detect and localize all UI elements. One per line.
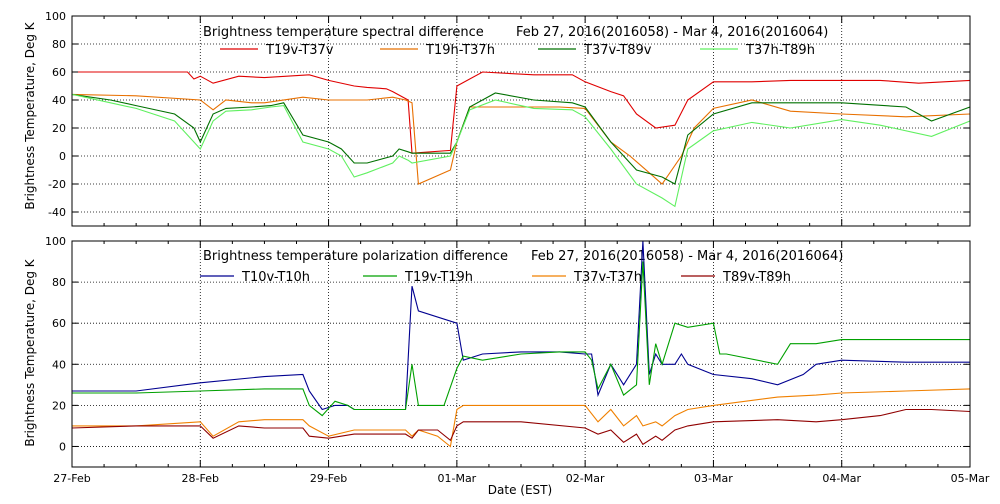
bottom-series-line-4 [71, 408, 971, 446]
bottom-y-tick-label: 0 [59, 440, 66, 453]
bottom-y-tick-label: 100 [45, 235, 66, 248]
top-y-tick-label: 0 [59, 150, 66, 163]
top-series-line-1 [72, 71, 971, 154]
bottom-x-tick-label: 04-Mar [822, 472, 861, 485]
x-axis-label: Date (EST) [488, 483, 552, 497]
top-legend-label-1: T19v-T37v [265, 43, 334, 58]
top-y-tick-label: 80 [52, 38, 66, 51]
bottom-x-tick-label: 27-Feb [53, 472, 90, 485]
top-y-axis-label: Brightness Temperature, Deg K [23, 21, 37, 209]
bottom-chart-title: Brightness temperature polarization diff… [203, 249, 508, 264]
top-y-tick-label: 40 [52, 94, 66, 107]
top-series-line-4 [71, 93, 971, 208]
bottom-chart-date-range: Feb 27, 2016(2016058) - Mar 4, 2016(2016… [531, 249, 843, 264]
bottom-y-axis-label: Brightness Temperature, Deg K [23, 258, 37, 446]
bottom-x-tick-label: 02-Mar [566, 472, 605, 485]
top-legend-label-2: T19h-T37h [425, 43, 495, 58]
bottom-y-tick-label: 20 [52, 399, 66, 412]
bottom-legend-label-1: T10v-T10h [241, 270, 310, 285]
bottom-series-line-3 [72, 388, 971, 448]
bottom-y-tick-label: 40 [52, 358, 66, 371]
top-y-tick-label: 100 [45, 10, 66, 23]
top-series-line-2 [71, 93, 971, 185]
bottom-x-tick-label: 29-Feb [310, 472, 347, 485]
bottom-y-tick-label: 80 [52, 276, 66, 289]
top-y-tick-label: -20 [48, 178, 66, 191]
top-y-tick-label: 20 [52, 122, 66, 135]
top-y-tick-label: -40 [48, 206, 66, 219]
bottom-x-tick-label: 03-Mar [694, 472, 733, 485]
top-legend-label-3: T37v-T89v [583, 43, 652, 58]
top-plot-area: -40 -20 0 20 40 60 80 100 T19v-T37v T19h-T37h T37v… [45, 10, 971, 227]
top-y-tick-label: 60 [52, 66, 66, 79]
bottom-series-line-1 [72, 240, 970, 411]
top-chart-title: Brightness temperature spectral differen… [203, 25, 484, 40]
bottom-plot-area: 0 20 40 60 80 100 27-Feb 28-Feb 29-Feb 01-Mar 02-M… [45, 235, 990, 485]
bottom-x-tick-label: 28-Feb [182, 472, 219, 485]
bottom-legend-label-2: T19v-T19h [404, 270, 473, 285]
bottom-x-tick-label: 01-Mar [437, 472, 476, 485]
top-legend-label-4: T37h-T89h [745, 43, 815, 58]
top-series-line-3 [71, 92, 971, 185]
top-chart-date-range: Feb 27, 2016(2016058) - Mar 4, 2016(2016… [516, 25, 828, 40]
bottom-legend-label-4: T89v-T89h [722, 270, 791, 285]
bottom-y-tick-label: 60 [52, 317, 66, 330]
bottom-x-tick-label: 05-Mar [951, 472, 990, 485]
bottom-legend-label-3: T37v-T37h [573, 270, 642, 285]
bottom-series-line-2 [72, 261, 970, 417]
